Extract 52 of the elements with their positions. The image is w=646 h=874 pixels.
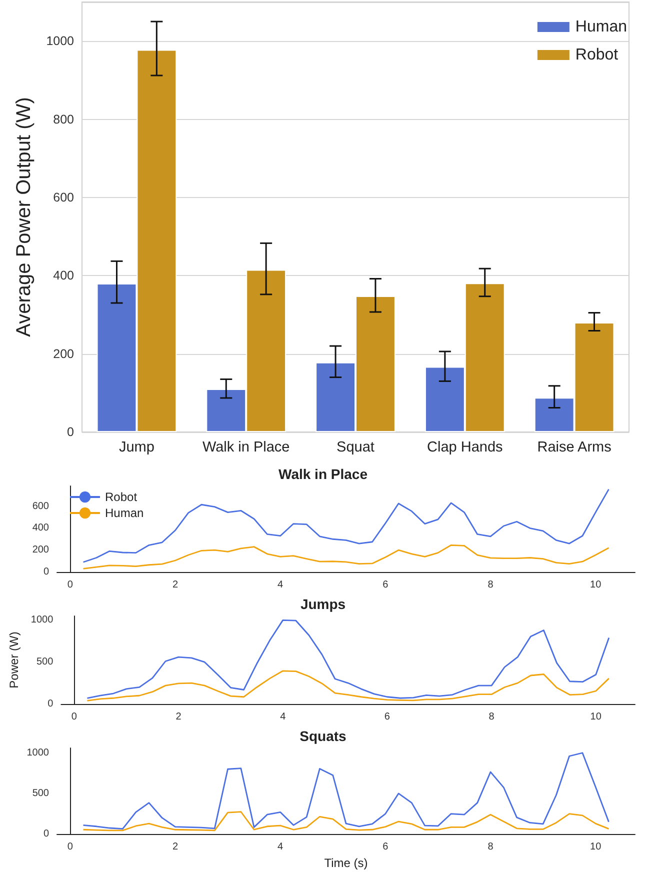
legend-label: Robot	[105, 490, 138, 504]
y-tick-label: 800	[53, 112, 74, 126]
line-series	[82, 488, 610, 563]
x-tick-label: 4	[278, 842, 284, 853]
y-tick-label: 500	[32, 788, 50, 799]
y-tick-label: 400	[53, 268, 74, 283]
y-tick-label: 1000	[30, 614, 54, 626]
y-axis-title: Average Power Output (W)	[13, 97, 35, 337]
legend-label: Human	[575, 18, 627, 36]
y-tick-label: 0	[43, 828, 50, 840]
x-tick-label: Jump	[118, 440, 154, 456]
y-tick-label: 600	[32, 500, 50, 512]
x-tick-label: 4	[278, 580, 284, 590]
x-tick-label: 2	[172, 580, 178, 590]
legend-label: Robot	[575, 46, 619, 64]
x-tick-label: 8	[488, 580, 494, 590]
chart-title: Squats	[300, 728, 347, 744]
x-tick-label: 6	[384, 712, 390, 722]
y-tick-label: 500	[36, 656, 54, 668]
x-tick-label: 2	[172, 842, 178, 853]
x-tick-label: 2	[176, 712, 182, 722]
x-tick-label: 6	[382, 842, 389, 853]
line-series	[82, 811, 610, 832]
y-tick-label: 200	[32, 544, 50, 556]
chart-title: Jumps	[300, 596, 346, 612]
y-axis-title: Power (W)	[7, 632, 21, 688]
x-tick-label: 4	[280, 712, 286, 722]
chart-title: Walk in Place	[278, 466, 368, 482]
x-tick-label: Raise Arms	[537, 440, 612, 456]
y-tick-label: 1000	[46, 34, 74, 48]
y-tick-label: 0	[43, 566, 50, 578]
x-tick-label: 8	[488, 712, 495, 722]
x-tick-label: Squat	[336, 440, 374, 456]
x-axis-title: Time (s)	[324, 856, 368, 870]
x-tick-label: Walk in Place	[202, 440, 290, 456]
line-series	[82, 544, 610, 570]
y-tick-label: 1000	[26, 747, 50, 758]
y-tick-label: 200	[53, 346, 74, 361]
x-tick-label: 10	[590, 580, 602, 590]
y-tick-label: 0	[67, 425, 74, 439]
x-tick-label: 6	[382, 580, 389, 590]
y-tick-label: 0	[48, 698, 54, 710]
line-series	[82, 752, 610, 830]
legend-label: Human	[105, 506, 144, 520]
x-tick-label: 8	[488, 842, 494, 853]
y-tick-label: 400	[32, 522, 50, 534]
line-series	[86, 619, 610, 699]
x-tick-label: 10	[590, 842, 602, 853]
line-series	[86, 670, 610, 702]
x-tick-label: Clap Hands	[427, 440, 503, 456]
y-tick-label: 600	[53, 190, 74, 204]
x-tick-label: 10	[590, 712, 602, 722]
